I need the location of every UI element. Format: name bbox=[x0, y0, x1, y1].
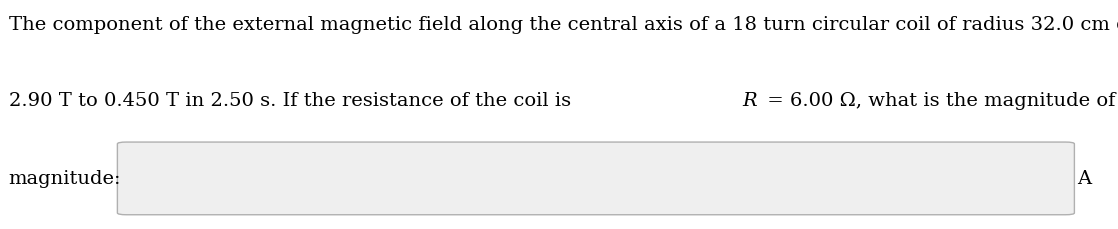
Text: The component of the external magnetic field along the central axis of a 18 turn: The component of the external magnetic f… bbox=[9, 16, 1118, 34]
Text: R: R bbox=[742, 92, 757, 109]
FancyBboxPatch shape bbox=[117, 142, 1074, 215]
Text: = 6.00 Ω, what is the magnitude of the induced current in the coil?: = 6.00 Ω, what is the magnitude of the i… bbox=[761, 92, 1118, 109]
Text: 2.90 T to 0.450 T in 2.50 s. If the resistance of the coil is: 2.90 T to 0.450 T in 2.50 s. If the resi… bbox=[9, 92, 577, 109]
Text: magnitude:: magnitude: bbox=[8, 170, 121, 188]
Text: A: A bbox=[1077, 170, 1091, 188]
